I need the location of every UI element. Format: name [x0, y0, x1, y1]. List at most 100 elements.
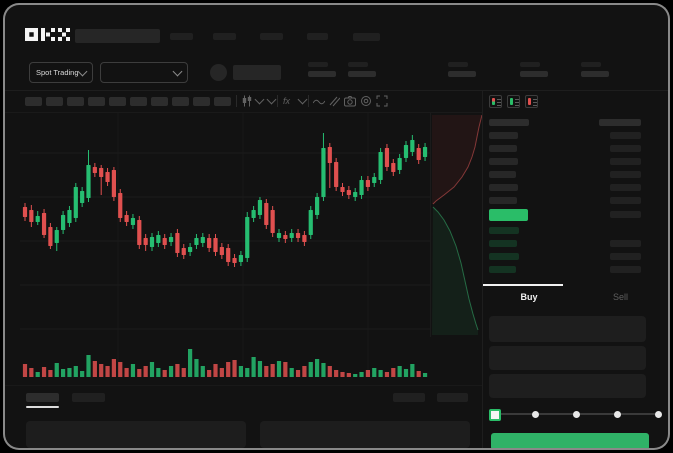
chart-type-icon[interactable]: [241, 95, 253, 107]
indicators-chevron-icon[interactable]: [297, 94, 308, 105]
orderbook-ask-price-skeleton[interactable]: [489, 145, 517, 152]
tab-buy[interactable]: Buy: [520, 292, 538, 302]
bottom-action-skeleton[interactable]: [393, 393, 425, 402]
indicators-icon[interactable]: fx: [283, 96, 291, 106]
orderbook-bid-price-skeleton[interactable]: [489, 240, 517, 247]
toolbar-interval-skeleton[interactable]: [88, 97, 105, 106]
candle-down: [41, 209, 47, 238]
slider-step-dot[interactable]: [573, 411, 580, 418]
nav-item-skeleton[interactable]: [353, 33, 380, 41]
orderbook-bid-price-skeleton[interactable]: [489, 266, 516, 273]
bottom-tab-active-skeleton[interactable]: [26, 393, 59, 402]
orderbook-bid-amount-skeleton[interactable]: [610, 253, 641, 260]
order-total-field[interactable]: [489, 374, 646, 398]
orderbook-bid-price-skeleton[interactable]: [489, 227, 519, 234]
candle-down: [340, 183, 345, 196]
orderbook-ask-amount-skeleton[interactable]: [610, 132, 641, 139]
candle-down: [365, 176, 370, 191]
line-tool-icon[interactable]: [313, 97, 325, 107]
order-price-field[interactable]: [489, 316, 646, 342]
market-type-dropdown[interactable]: Spot Trading: [29, 62, 93, 83]
toolbar-interval-skeleton[interactable]: [67, 97, 84, 106]
volume-bar: [397, 366, 402, 377]
orderbook-ask-amount-skeleton[interactable]: [610, 184, 641, 191]
candle-down: [232, 254, 237, 267]
amount-slider-handle[interactable]: [489, 409, 501, 421]
toolbar-interval-skeleton[interactable]: [193, 97, 210, 106]
buy-tab-indicator: [483, 284, 563, 286]
toolbar-interval-skeleton[interactable]: [25, 97, 42, 106]
volume-bar: [73, 366, 78, 377]
toolbar-interval-skeleton[interactable]: [109, 97, 126, 106]
toolbar-interval-skeleton[interactable]: [214, 97, 231, 106]
toolbar-interval-skeleton[interactable]: [151, 97, 168, 106]
bottom-tab-skeleton[interactable]: [72, 393, 105, 402]
orderbook-ask-price-skeleton[interactable]: [489, 171, 516, 178]
orderbook-ask-price-skeleton[interactable]: [489, 184, 518, 191]
orderbook-ask-amount-skeleton[interactable]: [610, 197, 641, 204]
volume-bar: [207, 370, 212, 377]
slider-step-dot[interactable]: [614, 411, 621, 418]
slider-step-dot[interactable]: [532, 411, 539, 418]
orderbook-amount-skeleton[interactable]: [610, 211, 641, 218]
slider-step-dot[interactable]: [655, 411, 662, 418]
toolbar-interval-skeleton[interactable]: [172, 97, 189, 106]
orderbook-view-bids-icon[interactable]: [507, 95, 520, 108]
volume-bar: [92, 361, 97, 377]
candle-up: [86, 150, 91, 202]
orderbook-bid-amount-skeleton[interactable]: [610, 240, 641, 247]
orderbook-ask-amount-skeleton[interactable]: [610, 145, 641, 152]
orderbook-bid-amount-skeleton[interactable]: [610, 266, 641, 273]
volume-bar: [111, 359, 116, 377]
volume-bar: [54, 363, 59, 377]
order-amount-field[interactable]: [489, 346, 646, 370]
chart-type-chevron-icon[interactable]: [254, 94, 265, 105]
candle-up: [403, 141, 409, 162]
volume-bar: [29, 368, 34, 377]
nav-item-skeleton[interactable]: [170, 33, 193, 40]
fullscreen-icon[interactable]: [376, 95, 388, 107]
buy-submit-button[interactable]: [491, 433, 649, 448]
orderbook-ask-amount-skeleton[interactable]: [610, 158, 641, 165]
bottom-action-skeleton[interactable]: [437, 393, 468, 402]
volume-bar: [384, 372, 390, 377]
orderbook-ask-price-skeleton[interactable]: [489, 197, 517, 204]
orderbook-bid-price-skeleton[interactable]: [489, 253, 519, 260]
candle-down: [302, 231, 307, 246]
ticker-stat-value-skeleton: [448, 71, 476, 77]
volume-bar: [181, 368, 186, 377]
tab-sell[interactable]: Sell: [612, 292, 628, 302]
candle-down: [384, 144, 390, 171]
orderbook-ask-price-skeleton[interactable]: [489, 158, 518, 165]
orderbook-ask-price-skeleton[interactable]: [489, 132, 518, 139]
orderbook-view-combined-icon[interactable]: [489, 95, 502, 108]
volume-bar: [334, 370, 339, 377]
nav-item-skeleton[interactable]: [260, 33, 283, 40]
nav-item-skeleton[interactable]: [307, 33, 328, 40]
orderbook-ask-amount-skeleton[interactable]: [610, 171, 641, 178]
interval-chevron-icon[interactable]: [266, 94, 277, 105]
orderbook-last-price[interactable]: [489, 209, 528, 221]
pair-selector-dropdown[interactable]: [100, 62, 188, 83]
candlestick-chart[interactable]: [20, 113, 430, 385]
volume-bar: [162, 370, 167, 377]
volume-bar: [245, 368, 250, 377]
candle-down: [111, 167, 116, 201]
candle-up: [156, 231, 161, 247]
nav-item-skeleton[interactable]: [213, 33, 236, 40]
volume-bar: [327, 366, 332, 377]
toolbar-interval-skeleton[interactable]: [46, 97, 63, 106]
candle-down: [391, 159, 396, 176]
settings-icon[interactable]: [360, 95, 372, 107]
candle-down: [219, 243, 224, 259]
header-search-skeleton[interactable]: [75, 29, 160, 43]
orderbook-view-asks-icon[interactable]: [525, 95, 538, 108]
volume-bar: [295, 370, 301, 377]
camera-icon[interactable]: [344, 95, 356, 107]
okx-logo[interactable]: [25, 27, 71, 42]
toolbar-interval-skeleton[interactable]: [130, 97, 147, 106]
volume-bar: [80, 371, 85, 377]
volume-bar: [340, 372, 345, 377]
app-window: Spot Trading fx: [3, 3, 670, 450]
drawing-tools-icon[interactable]: [328, 95, 340, 107]
